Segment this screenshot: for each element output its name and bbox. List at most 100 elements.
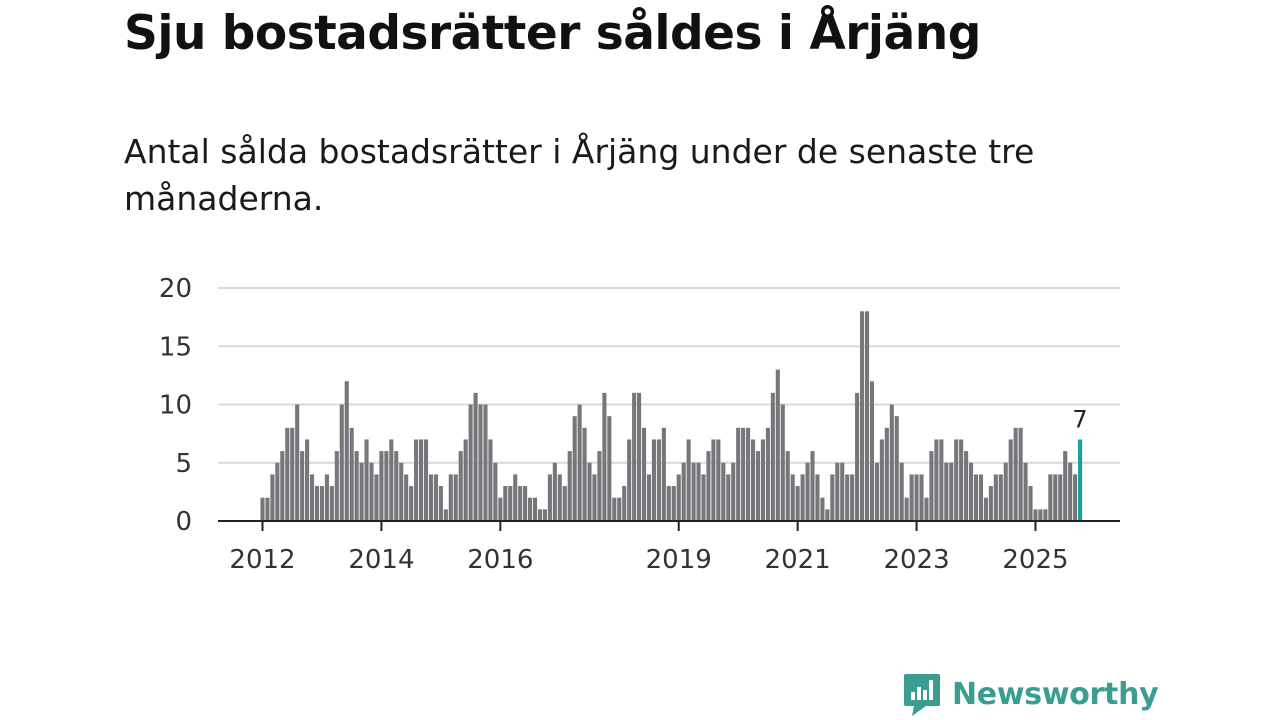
bar xyxy=(998,474,1003,521)
bar xyxy=(300,451,305,521)
bar xyxy=(711,439,716,521)
bar xyxy=(344,381,349,521)
bar-latest xyxy=(1078,439,1083,521)
bar xyxy=(696,462,701,521)
bar xyxy=(617,497,622,521)
bar xyxy=(904,497,909,521)
bar xyxy=(666,486,671,521)
bar xyxy=(285,427,290,521)
bar xyxy=(265,497,270,521)
bar xyxy=(592,474,597,521)
bar xyxy=(661,427,666,521)
bar xyxy=(270,474,275,521)
bar xyxy=(632,392,637,521)
bar xyxy=(453,474,458,521)
y-tick-label: 0 xyxy=(175,507,192,537)
bar xyxy=(954,439,959,521)
bar xyxy=(483,404,488,521)
bar xyxy=(978,474,984,521)
bar xyxy=(721,462,726,521)
bar xyxy=(374,474,379,521)
bar xyxy=(656,439,661,521)
bar xyxy=(751,439,756,521)
bar xyxy=(790,474,795,521)
bar xyxy=(860,311,865,521)
bar xyxy=(855,392,860,521)
bar xyxy=(691,462,696,521)
bar xyxy=(810,451,815,521)
bar xyxy=(1058,474,1063,521)
bar xyxy=(671,486,676,521)
bar xyxy=(587,462,592,521)
bar xyxy=(498,497,503,521)
bar xyxy=(676,474,681,521)
bar xyxy=(701,474,706,521)
bar xyxy=(736,427,741,521)
bar xyxy=(597,451,602,521)
bar xyxy=(364,439,369,521)
bar xyxy=(726,474,731,521)
newsworthy-bar-chart-icon xyxy=(904,674,940,716)
bar-chart: 0 5 10 15 20 2012 2014 2016 2019 2021 2023 2025 7 xyxy=(159,274,1120,575)
bar xyxy=(582,427,587,521)
bar xyxy=(542,509,547,521)
bar xyxy=(1038,509,1043,521)
bar xyxy=(1008,439,1013,521)
bar xyxy=(646,474,652,521)
bar xyxy=(389,439,394,521)
bar xyxy=(1048,474,1053,521)
bar xyxy=(1013,427,1018,521)
bar xyxy=(369,462,374,521)
bar xyxy=(884,427,889,521)
chart-title: Sju bostadsrätter såldes i Årjäng xyxy=(124,6,981,61)
bar xyxy=(537,509,543,521)
x-tick-label: 2016 xyxy=(467,545,533,575)
bar xyxy=(528,497,533,521)
x-tick-label: 2014 xyxy=(348,545,414,575)
bar xyxy=(1023,462,1028,521)
bar xyxy=(934,439,939,521)
bar xyxy=(850,474,855,521)
bar xyxy=(547,474,552,521)
bar xyxy=(428,474,434,521)
bar xyxy=(324,474,329,521)
bar xyxy=(869,381,875,521)
y-tick-label: 5 xyxy=(175,449,192,479)
newsworthy-logo: Newsworthy xyxy=(902,670,1159,718)
x-tick-label: 2025 xyxy=(1002,545,1068,575)
bar xyxy=(641,427,647,521)
bar xyxy=(924,497,929,521)
bar xyxy=(973,474,979,521)
bar xyxy=(1073,474,1078,521)
bar xyxy=(1043,509,1048,521)
bar xyxy=(319,486,325,521)
bar xyxy=(929,451,934,521)
bar xyxy=(969,462,974,521)
bar xyxy=(379,451,384,521)
bar xyxy=(919,474,924,521)
bar xyxy=(518,486,523,521)
bar xyxy=(409,486,414,521)
bar xyxy=(627,439,632,521)
bar xyxy=(800,474,805,521)
y-tick-label: 15 xyxy=(159,332,192,362)
bar xyxy=(329,486,334,521)
y-tick-label: 20 xyxy=(159,274,192,304)
bar xyxy=(552,462,557,521)
bar xyxy=(577,404,582,521)
latest-value-label: 7 xyxy=(1072,405,1087,433)
bar xyxy=(478,404,483,521)
bar xyxy=(1053,474,1058,521)
x-tick-label: 2023 xyxy=(883,545,949,575)
x-tick-label: 2021 xyxy=(765,545,831,575)
bar xyxy=(493,462,498,521)
bar xyxy=(384,451,389,521)
bar xyxy=(448,474,453,521)
bar xyxy=(423,439,429,521)
bar xyxy=(523,486,528,521)
bar xyxy=(349,427,354,521)
bar xyxy=(503,486,508,521)
bar xyxy=(939,439,944,521)
bar xyxy=(275,462,280,521)
bar xyxy=(959,439,964,521)
